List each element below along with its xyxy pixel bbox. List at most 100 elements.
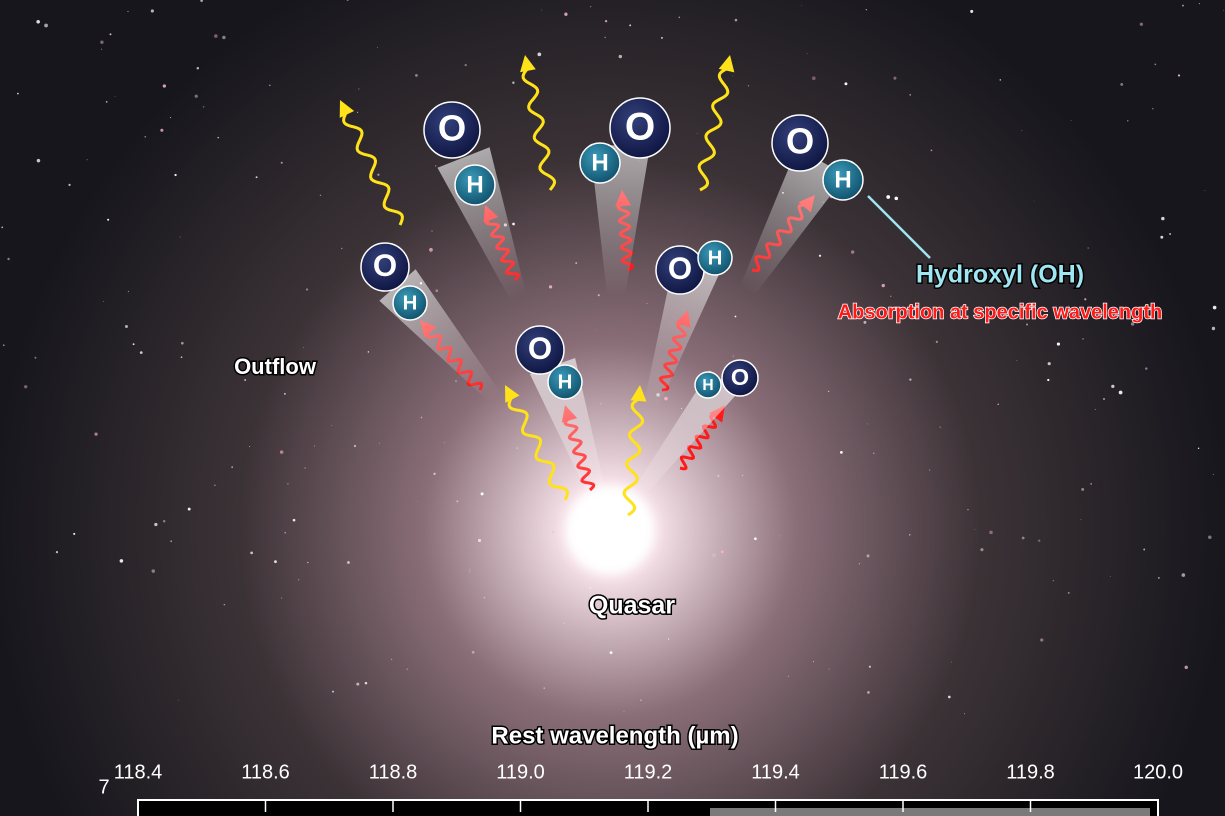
star [909, 534, 910, 535]
star [281, 597, 282, 598]
star [844, 82, 847, 85]
star [1, 227, 3, 229]
star [269, 85, 270, 86]
star [307, 562, 308, 563]
star [365, 682, 368, 685]
star [668, 638, 669, 639]
star [964, 713, 965, 714]
star [629, 24, 631, 26]
star [163, 520, 165, 522]
star [144, 136, 146, 138]
star [813, 661, 814, 662]
star [1119, 391, 1123, 395]
star [56, 551, 58, 553]
star [735, 316, 737, 318]
quasar-label: Quasar [589, 592, 675, 620]
star [217, 137, 218, 138]
star [1199, 3, 1200, 4]
star [544, 688, 545, 689]
star [17, 93, 19, 95]
hydrogen-symbol: H [466, 171, 483, 198]
star [354, 445, 356, 447]
star [280, 450, 283, 453]
x-tick-label: 119.8 [1006, 761, 1055, 783]
star [1212, 327, 1215, 330]
star [435, 165, 437, 167]
star [867, 691, 870, 694]
star [1016, 360, 1017, 361]
star [1021, 130, 1022, 131]
star [293, 519, 296, 522]
hydrogen-symbol: H [403, 292, 418, 314]
star [180, 236, 181, 237]
star [980, 548, 983, 551]
star [1082, 338, 1083, 339]
star [869, 666, 871, 668]
star [909, 379, 911, 381]
oxygen-symbol: O [373, 248, 397, 283]
star [596, 330, 597, 331]
star [619, 55, 622, 58]
star [1090, 483, 1092, 485]
star [1040, 638, 1043, 641]
star [614, 455, 615, 456]
star [1208, 536, 1212, 540]
x-tick-label: 119.2 [624, 761, 673, 783]
star [882, 284, 885, 287]
star [170, 540, 172, 542]
y-tick-label: 7 [98, 776, 109, 798]
star [320, 195, 321, 196]
star [866, 9, 867, 10]
star [456, 500, 458, 502]
star [512, 223, 515, 226]
star [306, 288, 308, 290]
star [779, 535, 780, 536]
star [224, 604, 226, 606]
star [812, 76, 816, 80]
star [1185, 666, 1188, 669]
star [819, 255, 821, 257]
star [605, 20, 607, 22]
star [1026, 324, 1028, 326]
star [416, 501, 417, 502]
x-tick-label: 118.8 [369, 761, 418, 783]
star [332, 425, 333, 426]
star [406, 668, 408, 670]
star [516, 447, 517, 448]
star [989, 531, 993, 535]
star [197, 67, 199, 69]
star [886, 195, 890, 199]
star [203, 106, 204, 107]
star [552, 531, 554, 533]
star [893, 77, 896, 80]
star [115, 96, 116, 97]
star [1213, 306, 1217, 310]
star [431, 231, 432, 232]
star [931, 149, 933, 151]
hydrogen-symbol: H [834, 166, 851, 193]
star [1182, 5, 1184, 7]
outflow-label: Outflow [234, 354, 317, 379]
absorption-label: Absorption at specific wavelength [838, 301, 1163, 323]
star [541, 10, 542, 11]
star [828, 391, 829, 392]
star [465, 64, 467, 66]
star [214, 34, 218, 38]
star [231, 466, 232, 467]
star [967, 509, 968, 510]
star [1169, 233, 1171, 235]
oxygen-symbol: O [438, 108, 466, 149]
star [303, 347, 304, 348]
star [160, 129, 163, 132]
star [421, 417, 423, 419]
x-tick-label: 118.6 [241, 761, 290, 783]
star [87, 159, 88, 160]
star [859, 563, 860, 564]
star [356, 683, 359, 686]
star [133, 343, 135, 345]
star [873, 453, 874, 454]
star [851, 250, 854, 253]
star [1152, 108, 1154, 110]
star [1034, 201, 1035, 202]
star [564, 623, 565, 624]
